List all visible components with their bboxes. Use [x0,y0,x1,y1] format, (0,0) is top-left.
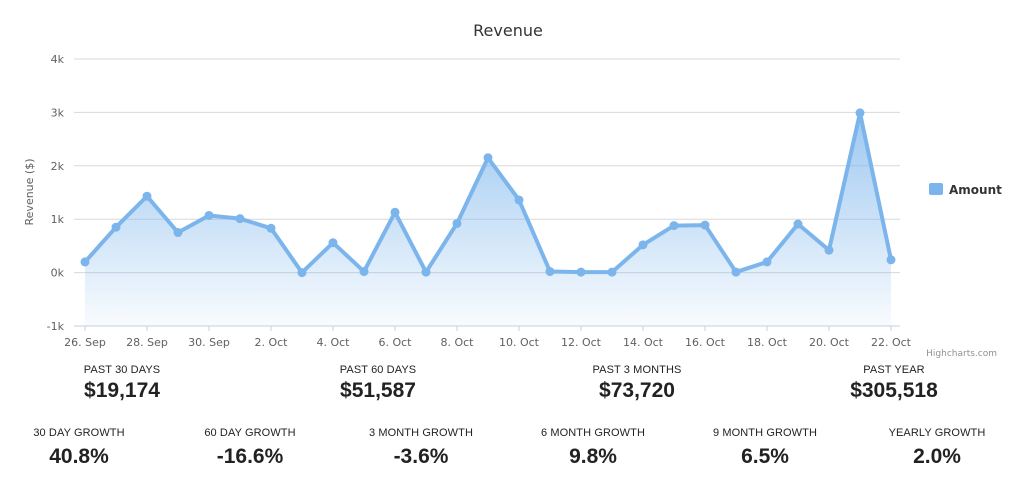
x-tick-label: 14. Oct [623,336,664,349]
data-point[interactable] [793,219,803,229]
x-tick-label: 20. Oct [809,336,850,349]
data-point[interactable] [452,218,462,228]
data-point[interactable] [576,267,586,277]
data-point[interactable] [886,255,896,265]
data-point[interactable] [359,267,369,277]
stat-label: PAST 30 DAYS [83,364,161,376]
data-point[interactable] [545,267,555,277]
x-tick-label: 6. Oct [378,336,412,349]
stat-past-3-months: PAST 3 MONTHS $73,720 [572,364,702,403]
data-point[interactable] [80,257,90,267]
growth-label: 9 MONTH GROWTH [712,427,818,439]
legend-swatch [929,183,943,195]
x-axis-ticks: 26. Sep 28. Sep 30. Sep 2. Oct 4. Oct 6. Oct 8… [64,325,912,349]
growth-label: YEARLY GROWTH [888,427,986,439]
data-point[interactable] [607,267,617,277]
x-tick-label: 4. Oct [316,336,350,349]
stat-label: PAST 60 DAYS [339,364,417,376]
stat-past-30-days: PAST 30 DAYS $19,174 [62,364,182,403]
y-tick-label: 2k [51,160,65,173]
stat-value: $305,518 [850,379,938,402]
x-tick-label: 10. Oct [499,336,540,349]
y-tick-label: 3k [51,106,65,119]
chart-title: Revenue [473,21,543,40]
x-tick-label: 22. Oct [871,336,912,349]
x-tick-label: 18. Oct [747,336,788,349]
data-point[interactable] [638,240,648,250]
x-tick-label: 16. Oct [685,336,726,349]
x-tick-label: 8. Oct [440,336,474,349]
data-point[interactable] [390,207,400,217]
data-points[interactable] [80,108,896,278]
x-tick-label: 2. Oct [254,336,288,349]
data-point[interactable] [483,153,493,163]
y-tick-label: 4k [51,53,65,66]
data-point[interactable] [111,222,121,232]
x-tick-label: 30. Sep [188,336,230,349]
data-point[interactable] [824,245,834,255]
y-axis-title: Revenue ($) [23,159,36,226]
credits-link[interactable]: Highcharts.com [926,349,997,359]
y-axis-ticks: -1k 0k 1k 2k 3k 4k [47,53,65,333]
y-tick-label: 0k [51,267,65,280]
stat-value: $73,720 [599,379,675,402]
data-point[interactable] [204,210,214,220]
data-point[interactable] [762,257,772,267]
growth-9-month: 9 MONTH GROWTH 6.5% [700,427,830,469]
chart-canvas: Revenue -1k 0k 1k 2k 3k 4k Revenue ($) 26. Se… [23,21,1002,359]
data-point[interactable] [173,228,183,238]
data-point[interactable] [235,214,245,224]
growth-value: 6.5% [741,445,789,468]
data-point[interactable] [855,108,865,118]
data-point[interactable] [266,223,276,233]
data-point[interactable] [421,267,431,277]
growth-value: -3.6% [393,445,449,468]
growth-label: 3 MONTH GROWTH [368,427,474,439]
growth-value: 2.0% [913,445,961,468]
area-fill-amount [85,112,891,327]
legend-label-amount: Amount [949,183,1002,197]
stat-past-60-days: PAST 60 DAYS $51,587 [318,364,438,403]
x-tick-label: 28. Sep [126,336,168,349]
y-tick-label: 1k [51,213,65,226]
legend[interactable]: Amount [929,183,1002,197]
data-point[interactable] [514,195,524,205]
growth-value: 9.8% [569,445,617,468]
data-point[interactable] [142,191,152,201]
revenue-chart: Revenue -1k 0k 1k 2k 3k 4k Revenue ($) 26. Se… [23,21,1002,359]
x-tick-label: 26. Sep [64,336,106,349]
growth-value: -16.6% [216,445,284,468]
data-point[interactable] [297,268,307,278]
x-tick-label: 12. Oct [561,336,602,349]
stat-label: PAST 3 MONTHS [592,364,682,376]
growth-value: 40.8% [49,445,109,468]
growth-30-day: 30 DAY GROWTH 40.8% [20,427,138,469]
y-tick-label: -1k [47,320,65,333]
stat-value: $51,587 [340,379,416,402]
growth-label: 30 DAY GROWTH [33,427,125,439]
growth-60-day: 60 DAY GROWTH -16.6% [190,427,310,469]
growth-yearly: YEARLY GROWTH 2.0% [872,427,1002,469]
data-point[interactable] [669,221,679,231]
data-point[interactable] [700,220,710,230]
stat-past-year: PAST YEAR $305,518 [829,364,959,403]
data-point[interactable] [731,267,741,277]
stat-value: $19,174 [84,379,160,402]
growth-label: 60 DAY GROWTH [204,427,296,439]
growth-3-month: 3 MONTH GROWTH -3.6% [356,427,486,469]
stat-label: PAST YEAR [863,364,925,376]
growth-label: 6 MONTH GROWTH [540,427,646,439]
data-point[interactable] [328,238,338,248]
growth-6-month: 6 MONTH GROWTH 9.8% [528,427,658,469]
